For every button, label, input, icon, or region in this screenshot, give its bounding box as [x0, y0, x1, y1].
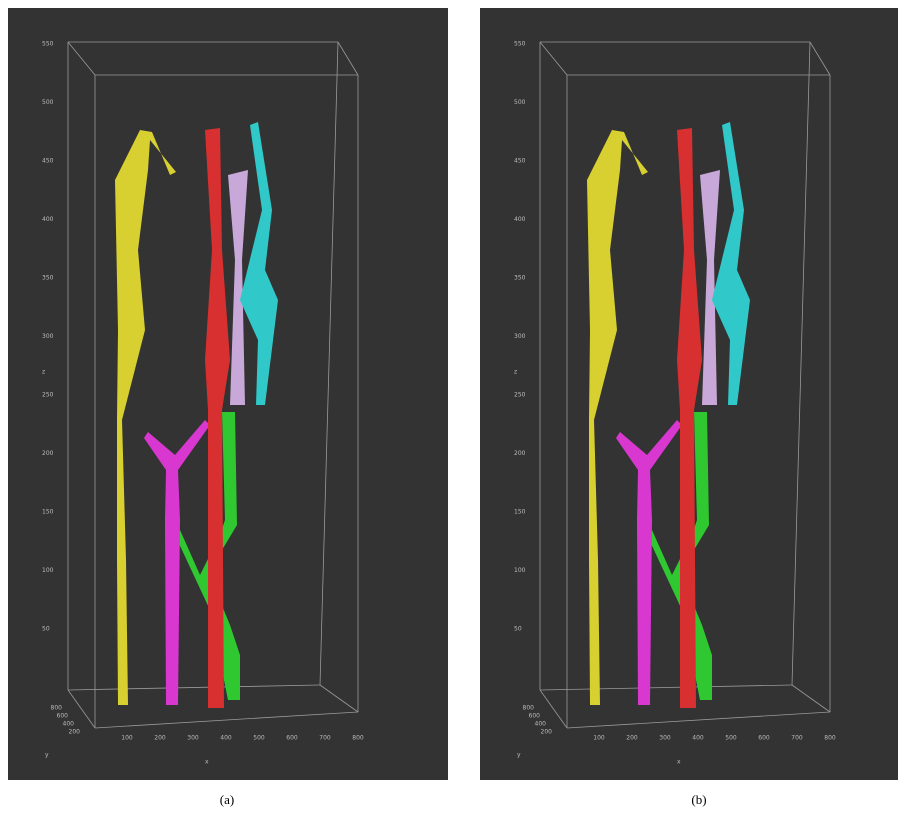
x-tick-label: 600 [286, 735, 298, 742]
y-tick-label: 200 [541, 729, 553, 736]
x-tick-label: 400 [220, 735, 232, 742]
z-tick-label: 150 [514, 509, 526, 516]
z-tick-label: 50 [514, 626, 522, 633]
z-tick-label: 100 [42, 567, 54, 574]
z-tick-label: 550 [514, 41, 526, 48]
z-tick-label: 450 [514, 158, 526, 165]
x-tick-label: 300 [187, 735, 199, 742]
z-tick-label: 350 [514, 275, 526, 282]
y-tick-label: 600 [529, 713, 541, 720]
z-tick-label: 550 [42, 41, 54, 48]
y-tick-label: 200 [69, 729, 81, 736]
z-tick-label: 500 [514, 99, 526, 106]
x-tick-label: 300 [659, 735, 671, 742]
y-tick-label: 800 [51, 705, 63, 712]
z-tick-label: 450 [42, 158, 54, 165]
x-tick-label: 800 [824, 735, 836, 742]
z-tick-label: 100 [514, 567, 526, 574]
render-a [8, 8, 448, 780]
x-tick-label: 800 [352, 735, 364, 742]
x-tick-label: 200 [626, 735, 638, 742]
y-tick-label: 400 [63, 721, 75, 728]
z-axis-label: z [42, 369, 45, 376]
z-tick-label: 150 [42, 509, 54, 516]
z-tick-label: 250 [514, 392, 526, 399]
y-axis-label: y [45, 752, 49, 759]
z-tick-label: 500 [42, 99, 54, 106]
x-tick-label: 100 [121, 735, 133, 742]
x-axis-label: x [205, 759, 209, 766]
z-tick-label: 300 [514, 333, 526, 340]
x-tick-label: 500 [725, 735, 737, 742]
z-tick-label: 200 [514, 450, 526, 457]
caption: (a) [220, 792, 234, 807]
z-tick-label: 400 [514, 216, 526, 223]
z-axis-label: z [514, 369, 517, 376]
y-tick-label: 800 [523, 705, 535, 712]
y-axis-label: y [517, 752, 521, 759]
x-tick-label: 500 [253, 735, 265, 742]
z-tick-label: 350 [42, 275, 54, 282]
x-tick-label: 400 [692, 735, 704, 742]
x-tick-label: 600 [758, 735, 770, 742]
caption: (b) [691, 792, 706, 807]
x-tick-label: 700 [791, 735, 803, 742]
y-tick-label: 400 [535, 721, 547, 728]
y-tick-label: 600 [57, 713, 69, 720]
render-b [480, 8, 898, 780]
z-tick-label: 50 [42, 626, 50, 633]
x-axis-label: x [677, 759, 681, 766]
figure: 550 500 450 400 350 300 250 200 150 100 50 100 200 30… [0, 0, 898, 815]
x-tick-label: 200 [154, 735, 166, 742]
z-tick-label: 200 [42, 450, 54, 457]
x-tick-label: 100 [593, 735, 605, 742]
z-tick-label: 250 [42, 392, 54, 399]
z-tick-label: 400 [42, 216, 54, 223]
z-tick-label: 300 [42, 333, 54, 340]
x-tick-label: 700 [319, 735, 331, 742]
